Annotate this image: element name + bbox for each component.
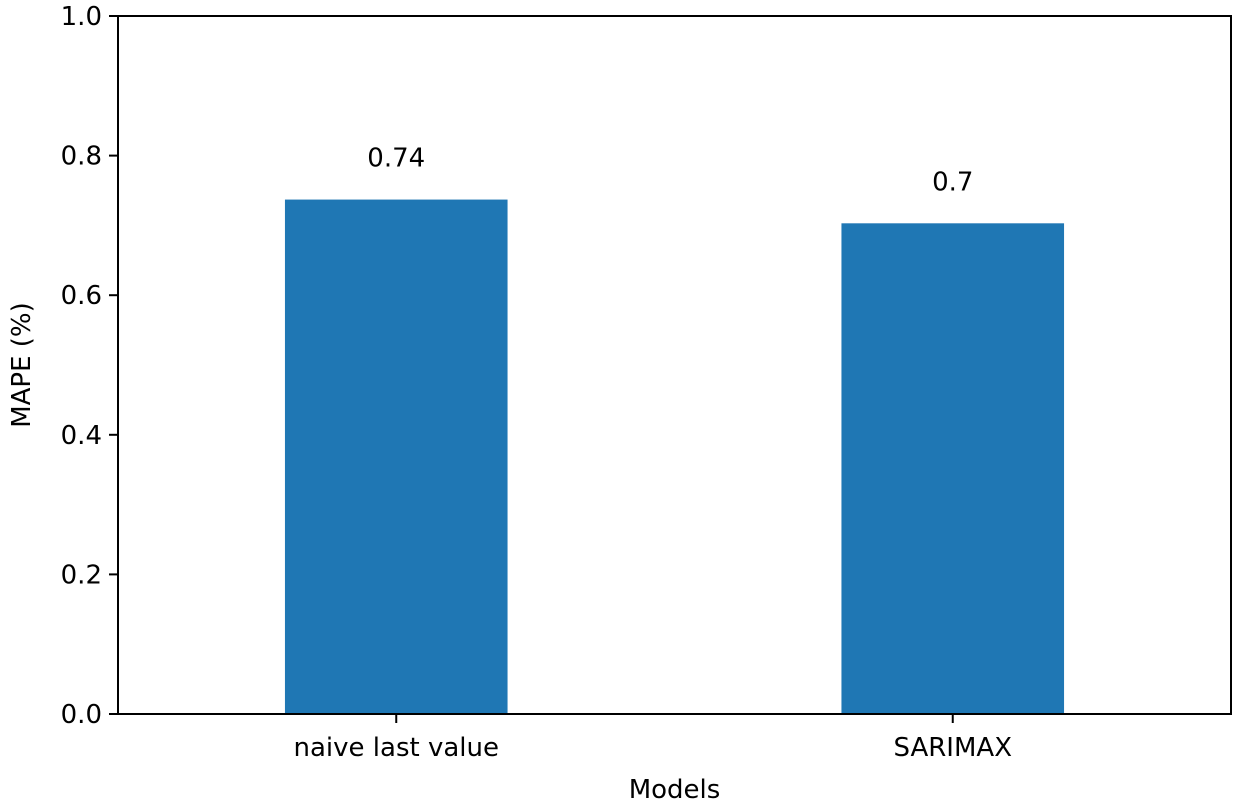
y-tick-label-3: 0.6	[61, 281, 102, 311]
y-axis-ticks: 0.0 0.2 0.4 0.6 0.8 1.0	[61, 2, 118, 730]
data-labels-group: 0.74 0.7	[367, 144, 973, 198]
x-axis-label: Models	[629, 775, 721, 805]
y-axis-label: MAPE (%)	[7, 302, 37, 428]
bar-1	[841, 223, 1065, 714]
x-tick-label-0: naive last value	[294, 733, 499, 763]
plot-area-frame	[117, 15, 1232, 715]
y-tick-label-5: 1.0	[61, 2, 102, 32]
data-label-1: 0.7	[932, 167, 973, 197]
bars-group	[284, 199, 1065, 715]
y-tick-label-0: 0.0	[61, 700, 102, 730]
x-tick-label-1: SARIMAX	[893, 733, 1012, 763]
bar-0	[284, 199, 508, 715]
y-tick-label-4: 0.8	[61, 142, 102, 172]
x-axis-ticks: naive last value SARIMAX	[294, 714, 1012, 763]
data-label-0: 0.74	[367, 144, 425, 174]
y-tick-label-2: 0.4	[61, 421, 102, 451]
y-tick-label-1: 0.2	[61, 560, 102, 590]
